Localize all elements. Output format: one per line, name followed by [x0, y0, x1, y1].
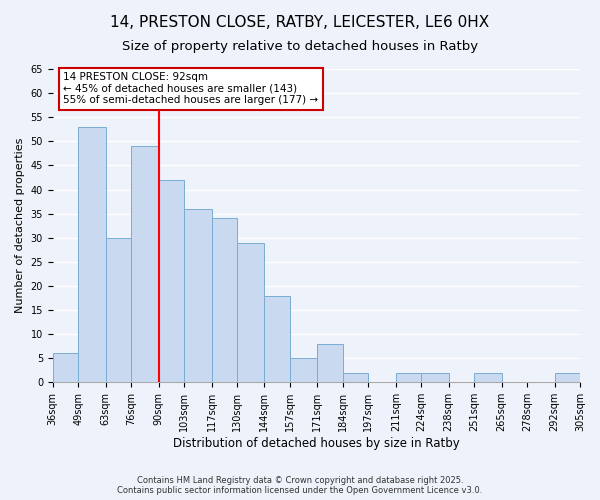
- Bar: [554, 372, 580, 382]
- Bar: [158, 180, 184, 382]
- Bar: [265, 296, 290, 382]
- Bar: [237, 242, 265, 382]
- X-axis label: Distribution of detached houses by size in Ratby: Distribution of detached houses by size …: [173, 437, 460, 450]
- Text: 14, PRESTON CLOSE, RATBY, LEICESTER, LE6 0HX: 14, PRESTON CLOSE, RATBY, LEICESTER, LE6…: [110, 15, 490, 30]
- Text: 14 PRESTON CLOSE: 92sqm
← 45% of detached houses are smaller (143)
55% of semi-d: 14 PRESTON CLOSE: 92sqm ← 45% of detache…: [64, 72, 319, 106]
- Text: Size of property relative to detached houses in Ratby: Size of property relative to detached ho…: [122, 40, 478, 53]
- Bar: [184, 209, 212, 382]
- Bar: [317, 344, 343, 383]
- Bar: [78, 127, 106, 382]
- Bar: [212, 218, 237, 382]
- Bar: [474, 372, 502, 382]
- Text: Contains HM Land Registry data © Crown copyright and database right 2025.
Contai: Contains HM Land Registry data © Crown c…: [118, 476, 482, 495]
- Bar: [343, 372, 368, 382]
- Y-axis label: Number of detached properties: Number of detached properties: [15, 138, 25, 314]
- Bar: [53, 354, 78, 382]
- Bar: [396, 372, 421, 382]
- Bar: [131, 146, 158, 382]
- Bar: [290, 358, 317, 382]
- Bar: [106, 238, 131, 382]
- Bar: [421, 372, 449, 382]
